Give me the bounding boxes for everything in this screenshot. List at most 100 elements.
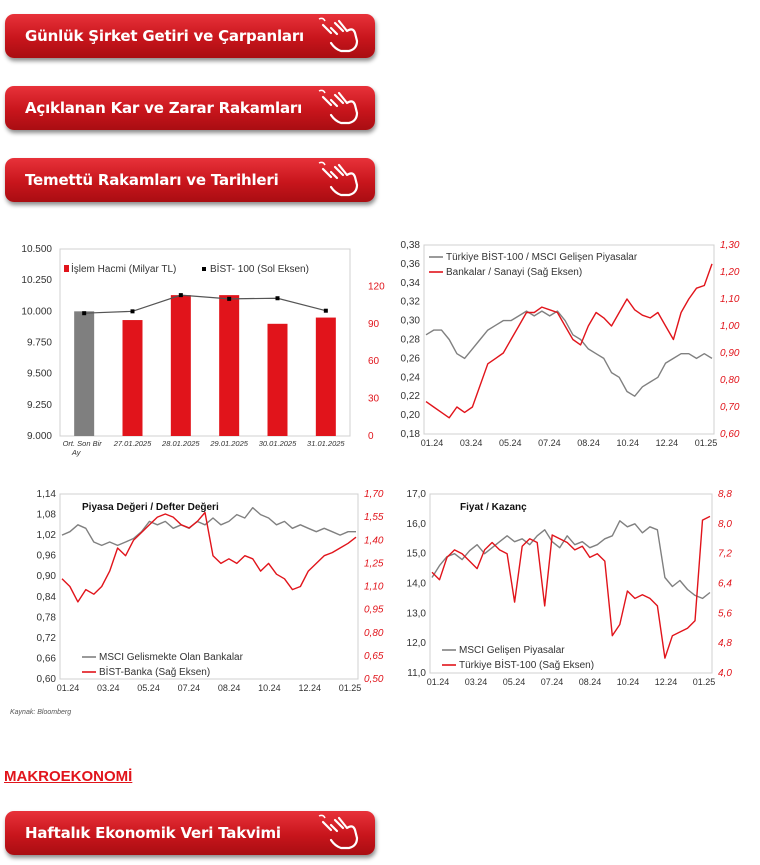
pointing-hand-icon <box>318 814 359 850</box>
series-line-red <box>431 515 711 659</box>
y-right-tick-label: 0 <box>368 431 374 442</box>
y-left-tick-label: 9.000 <box>27 431 52 442</box>
legend-label: Türkiye BİST-100 (Sağ Eksen) <box>459 658 594 671</box>
y-left-tick-label: 15,0 <box>407 549 427 560</box>
pe-chart-panel: 17,0 16,0 15,0 14,0 13,0 12,0 11,0 8,8 8,0 7,2 6,4… <box>380 485 760 710</box>
y-right-tick-label: 1,25 <box>364 558 384 569</box>
y-left-tick-label: 0,36 <box>401 259 421 270</box>
y-right-tick-label: 0,60 <box>720 429 740 440</box>
x-tick-label: 01.25 <box>695 438 718 448</box>
legend-label: Türkiye BİST-100 / MSCI Gelişen Piyasala… <box>446 250 638 263</box>
y-left-tick-label: 0,26 <box>401 353 421 364</box>
x-tick-label: 12.24 <box>656 438 679 448</box>
legend-label: MSCI Gelişen Piyasalar <box>459 645 565 656</box>
y-right-tick-label: 5,6 <box>718 608 732 619</box>
series-line-red <box>61 511 357 603</box>
plot-area <box>423 244 715 435</box>
price-earnings-chart: 17,0 16,0 15,0 14,0 13,0 12,0 11,0 8,8 8,0 7,2 6,4… <box>407 489 733 687</box>
series-line-gray <box>425 310 713 397</box>
bar <box>219 295 240 436</box>
chart-title: Piyasa Değeri / Defter Değeri <box>82 502 219 513</box>
legend-label: Bankalar / Sanayi (Sağ Eksen) <box>446 267 582 278</box>
y-left-tick-label: 0,90 <box>37 571 57 582</box>
y-right-tick-label: 1,40 <box>364 535 384 546</box>
y-right-tick-label: 30 <box>368 394 380 405</box>
bar <box>267 323 288 436</box>
chart-title: Fiyat / Kazanç <box>460 502 527 513</box>
source-note: Kaynak: Bloomberg <box>10 709 72 716</box>
macroeconomy-heading[interactable]: MAKROEKONOMİ <box>4 768 133 785</box>
y-left-tick-label: 0,34 <box>401 278 421 289</box>
daily-company-returns-button[interactable]: Günlük Şirket Getiri ve Çarpanları <box>5 14 375 58</box>
x-tick-label: 01.25 <box>339 683 362 693</box>
y-right-tick-label: 4,8 <box>718 638 732 649</box>
y-left-tick-label: 14,0 <box>407 579 427 590</box>
y-left-tick-label: 1,14 <box>37 489 57 500</box>
y-left-tick-label: 9.500 <box>27 369 52 380</box>
y-right-tick-label: 0,80 <box>720 375 740 386</box>
announced-profit-loss-label: Açıklanan Kar ve Zarar Rakamları <box>25 99 303 117</box>
series-line-red <box>425 263 713 419</box>
x-tick-label: 10.24 <box>258 683 281 693</box>
x-tick-label: 03.24 <box>465 677 488 687</box>
y-right-tick-label: 1,20 <box>720 267 740 278</box>
y-left-tick-label: 9.250 <box>27 400 52 411</box>
y-left-tick-label: 0,60 <box>37 674 57 685</box>
x-tick-label: 12.24 <box>298 683 321 693</box>
y-right-tick-label: 8,0 <box>718 519 732 530</box>
y-right-tick-label: 60 <box>368 356 380 367</box>
y-left-tick-label: 17,0 <box>407 489 427 500</box>
y-right-tick-label: 120 <box>368 281 385 292</box>
x-tick-label: Ay <box>71 448 82 457</box>
y-left-tick-label: 0,32 <box>401 297 421 308</box>
x-tick-label: 03.24 <box>97 683 120 693</box>
y-left-tick-label: 0,28 <box>401 335 421 346</box>
y-left-tick-label: 1,02 <box>37 530 57 541</box>
y-right-tick-label: 0,70 <box>720 402 740 413</box>
pointing-hand-icon <box>318 17 359 53</box>
x-tick-label: 12.24 <box>655 677 678 687</box>
y-right-tick-label: 90 <box>368 319 380 330</box>
y-left-tick-label: 1,08 <box>37 510 57 521</box>
bar <box>315 317 336 436</box>
y-left-tick-label: 0,96 <box>37 551 57 562</box>
y-left-tick-label: 13,0 <box>407 608 427 619</box>
legend-label: MSCI Gelismekte Olan Bankalar <box>99 652 244 663</box>
pointing-hand-icon <box>318 161 359 197</box>
x-tick-label: 07.24 <box>541 677 564 687</box>
x-tick-label: 27.01.2025 <box>113 439 152 448</box>
x-tick-label: 01.24 <box>57 683 80 693</box>
plot-area <box>59 493 359 680</box>
x-tick-label: 31.01.2025 <box>307 439 345 448</box>
y-right-tick-label: 1,00 <box>720 321 740 332</box>
x-tick-label: 05.24 <box>137 683 160 693</box>
bist-msci-bank-industry-chart: 0,38 0,36 0,34 0,32 0,30 0,28 0,26 0,24 0,22 0,20… <box>401 240 740 448</box>
bar <box>170 295 191 436</box>
dividend-figures-label: Temettü Rakamları ve Tarihleri <box>25 171 279 189</box>
announced-profit-loss-button[interactable]: Açıklanan Kar ve Zarar Rakamları <box>5 86 375 130</box>
x-tick-label: 08.24 <box>218 683 241 693</box>
dividend-figures-button[interactable]: Temettü Rakamları ve Tarihleri <box>5 158 375 202</box>
ratio-chart-panel: 0,38 0,36 0,34 0,32 0,30 0,28 0,26 0,24 0,22 0,20… <box>380 235 760 465</box>
bar <box>122 320 143 436</box>
y-right-tick-label: 0,90 <box>720 348 740 359</box>
y-right-tick-label: 1,10 <box>720 294 740 305</box>
x-tick-label: 03.24 <box>460 438 483 448</box>
legend-label: BİST-Banka (Sağ Eksen) <box>99 665 210 678</box>
y-left-tick-label: 0,84 <box>37 592 57 603</box>
y-left-tick-label: 11,0 <box>407 668 426 679</box>
x-tick-label: 28.01.2025 <box>161 439 200 448</box>
x-tick-label: 01.24 <box>427 677 450 687</box>
bist100-line <box>84 294 326 314</box>
y-left-tick-label: 0,22 <box>401 391 421 402</box>
bist100-point <box>178 293 183 298</box>
x-tick-label: 05.24 <box>503 677 526 687</box>
weekly-economic-calendar-button[interactable]: Haftalık Ekonomik Veri Takvimi <box>5 811 375 855</box>
price-to-book-chart: 1,14 1,08 1,02 0,96 0,90 0,84 0,78 0,72 0,66 0,60… <box>37 489 384 693</box>
y-right-tick-label: 1,70 <box>364 489 384 500</box>
legend-label: BİST- 100 (Sol Eksen) <box>210 262 309 275</box>
y-left-tick-label: 9.750 <box>27 338 52 349</box>
legend-label: İşlem Hacmi (Milyar TL) <box>71 262 176 275</box>
y-left-tick-label: 12,0 <box>407 638 427 649</box>
y-right-tick-label: 1,10 <box>364 582 384 593</box>
